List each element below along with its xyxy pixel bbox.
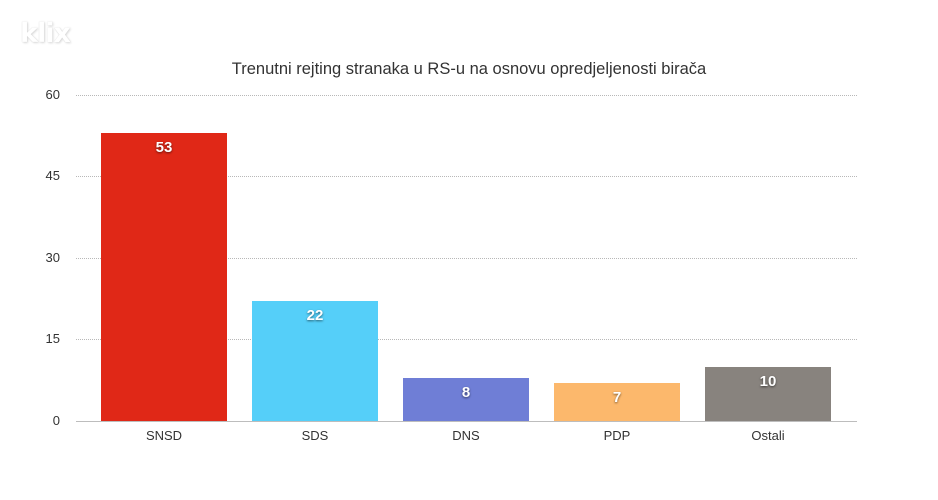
x-tick-label: SNSD xyxy=(145,428,183,443)
x-axis-line xyxy=(76,421,857,422)
x-tick-label: DNS xyxy=(452,428,480,443)
bar-pdp: 7 xyxy=(554,382,680,421)
x-tick-label: PDP xyxy=(603,428,631,443)
gridline-30 xyxy=(76,258,857,259)
y-tick-label: 30 xyxy=(45,250,60,265)
bar-value-label: 22 xyxy=(306,307,324,325)
bar-value-label: 7 xyxy=(612,388,622,406)
chart-title: Trenutni rejting stranaka u RS-u na osno… xyxy=(231,60,707,78)
bar-snsd: 53 xyxy=(101,133,227,421)
y-tick-label: 60 xyxy=(45,87,60,102)
y-tick-label: 15 xyxy=(45,331,60,346)
x-tick-label: Ostali xyxy=(751,428,785,443)
bar-value-label: 10 xyxy=(759,372,777,390)
y-tick-label: 45 xyxy=(45,168,60,183)
gridline-45 xyxy=(76,176,857,177)
bar-value-label: 53 xyxy=(155,139,173,157)
gridline-15 xyxy=(76,339,857,340)
bar-ostali: 10 xyxy=(705,366,831,421)
klix-logo: klix xyxy=(20,18,71,49)
y-tick-label: 0 xyxy=(52,413,60,428)
bar-dns: 8 xyxy=(403,377,529,421)
bar-sds: 22 xyxy=(252,301,378,421)
x-tick-label: SDS xyxy=(301,428,329,443)
gridline-60 xyxy=(76,95,857,96)
bar-value-label: 8 xyxy=(461,383,471,401)
